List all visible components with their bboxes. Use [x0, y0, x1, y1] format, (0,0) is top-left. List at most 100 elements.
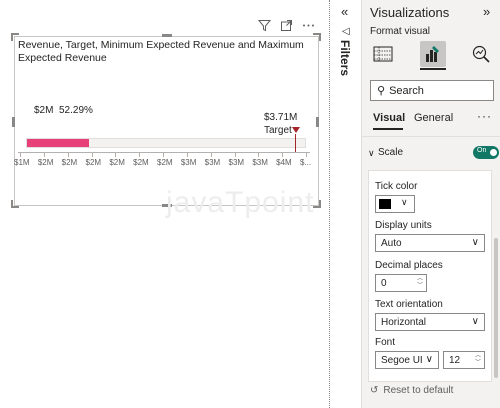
axis-tick: [115, 153, 117, 157]
decimal-places-value: 0: [381, 278, 387, 289]
axis-tick-label: $3M: [180, 158, 197, 167]
chevron-down-icon: ∨: [401, 197, 408, 207]
axis-tick: [163, 153, 164, 157]
canvas-pane-divider: [329, 0, 330, 408]
resize-handle-top-left[interactable]: [11, 33, 19, 41]
stepper-arrows-icon[interactable]: ︿ ﹀: [474, 353, 481, 366]
decimal-places-stepper[interactable]: 0 ︿ ﹀: [375, 274, 427, 292]
axis-tick: [91, 153, 93, 157]
font-size-value: 12: [449, 355, 461, 366]
build-visual-icon[interactable]: [370, 41, 396, 67]
toggle-knob: [490, 149, 497, 156]
format-visual-icon[interactable]: [420, 41, 446, 67]
axis-tick-label: $2M: [85, 158, 102, 167]
reset-icon: ↺: [370, 385, 379, 396]
visualizations-pane: Visualizations » Format visual ⚲ Search …: [362, 0, 500, 408]
gauge-value-label: $2M: [34, 105, 54, 116]
resize-handle-top[interactable]: [162, 34, 172, 37]
tab-visual-underline: [373, 128, 403, 130]
filter-icon[interactable]: [257, 19, 272, 34]
reset-label: Reset to default: [383, 385, 454, 396]
gauge-track[interactable]: [26, 138, 306, 148]
focus-mode-icon[interactable]: [280, 19, 293, 34]
analytics-icon[interactable]: [468, 41, 494, 67]
scale-toggle[interactable]: On: [473, 146, 499, 159]
axis-tick-label: $3M: [252, 158, 268, 167]
axis-tick: [186, 153, 188, 157]
scale-section-header[interactable]: ∨ Scale On: [368, 146, 499, 164]
axis-tick-label: $2M: [109, 158, 125, 167]
scale-section-label: Scale: [378, 147, 404, 158]
more-options-button[interactable]: ···: [477, 109, 492, 123]
tick-color-label: Tick color: [375, 181, 418, 192]
resize-handle-bottom-left[interactable]: [11, 200, 19, 208]
format-tabs: Visual General ···: [370, 109, 496, 134]
chevron-down-icon: ∨: [368, 148, 375, 158]
axis-tick: [67, 153, 69, 157]
double-chevron-right-icon[interactable]: »: [483, 4, 491, 19]
axis-tick-label: $4M: [276, 158, 292, 167]
visual-header: [257, 19, 315, 34]
scale-settings-card: Tick color ∨ Display units Auto ∨ Decima…: [368, 170, 492, 382]
axis-tick-label: $2M: [133, 158, 149, 167]
decimal-places-label: Decimal places: [375, 260, 443, 271]
filters-pane-collapsed[interactable]: « ◁ Filters: [330, 0, 362, 408]
pane-scrollbar[interactable]: [494, 238, 498, 378]
format-mode-icons: [368, 39, 496, 70]
display-units-dropdown[interactable]: Auto ∨: [375, 234, 485, 252]
axis-tick: [258, 153, 260, 157]
axis-tick-label: $...: [300, 158, 312, 167]
gauge-axis: [18, 152, 310, 153]
resize-handle-right[interactable]: [316, 117, 319, 127]
color-swatch: [379, 199, 391, 209]
font-family-dropdown[interactable]: Segoe UI ∨: [375, 351, 439, 369]
axis-tick-label: $3M: [204, 158, 221, 167]
axis-tick: [20, 153, 21, 157]
axis-tick-label: $2M: [157, 158, 173, 167]
chevron-down-icon: ∨: [471, 316, 479, 327]
text-orientation-dropdown[interactable]: Horizontal ∨: [375, 313, 485, 331]
reset-to-default-button[interactable]: ↺ Reset to default: [370, 385, 453, 396]
target-value-label: $3.71M: [264, 112, 298, 123]
axis-tick: [210, 153, 212, 157]
axis-tick-label: $2M: [61, 158, 78, 167]
target-marker-icon: [292, 127, 300, 133]
tick-color-picker[interactable]: ∨: [375, 195, 415, 213]
font-family-value: Segoe UI: [381, 355, 423, 366]
tab-general[interactable]: General: [414, 112, 454, 124]
tab-visual[interactable]: Visual: [373, 112, 406, 124]
filters-collapse-arrow-icon: ◁: [342, 26, 350, 37]
text-orientation-label: Text orientation: [375, 299, 443, 310]
resize-handle-bottom[interactable]: [162, 204, 172, 207]
font-size-stepper[interactable]: 12 ︿ ﹀: [443, 351, 485, 369]
gauge-percent-label: 52.29%: [59, 105, 93, 116]
stepper-arrows-icon[interactable]: ︿ ﹀: [416, 276, 423, 289]
axis-tick: [43, 153, 45, 157]
report-canvas: Revenue, Target, Minimum Expected Revenu…: [11, 19, 321, 219]
axis-tick-label: $2M: [37, 158, 54, 167]
resize-handle-left[interactable]: [12, 117, 15, 127]
more-options-icon[interactable]: [302, 19, 315, 34]
tabs-divider: [362, 136, 500, 137]
target-line: [295, 134, 296, 152]
pane-title: Visualizations: [370, 5, 450, 20]
toggle-state-label: On: [477, 147, 487, 154]
display-units-label: Display units: [375, 220, 432, 231]
gauge-fill-bar[interactable]: [27, 139, 89, 147]
double-chevron-left-icon[interactable]: «: [341, 4, 349, 19]
chevron-down-icon: ∨: [471, 237, 479, 248]
font-label: Font: [375, 337, 396, 348]
axis-tick: [306, 153, 307, 157]
target-label: Target: [264, 125, 292, 136]
format-visual-label: Format visual: [370, 26, 431, 37]
axis-tick: [282, 153, 284, 157]
watermark-text: javaTpoint: [166, 186, 315, 219]
text-orientation-value: Horizontal: [381, 317, 427, 328]
search-input[interactable]: ⚲ Search: [370, 80, 494, 101]
resize-handle-bottom-right[interactable]: [313, 200, 321, 208]
filters-label[interactable]: Filters: [338, 40, 352, 77]
axis-tick: [139, 153, 141, 157]
axis-tick: [234, 153, 236, 157]
search-icon: ⚲: [377, 85, 386, 97]
resize-handle-top-right[interactable]: [313, 33, 321, 41]
